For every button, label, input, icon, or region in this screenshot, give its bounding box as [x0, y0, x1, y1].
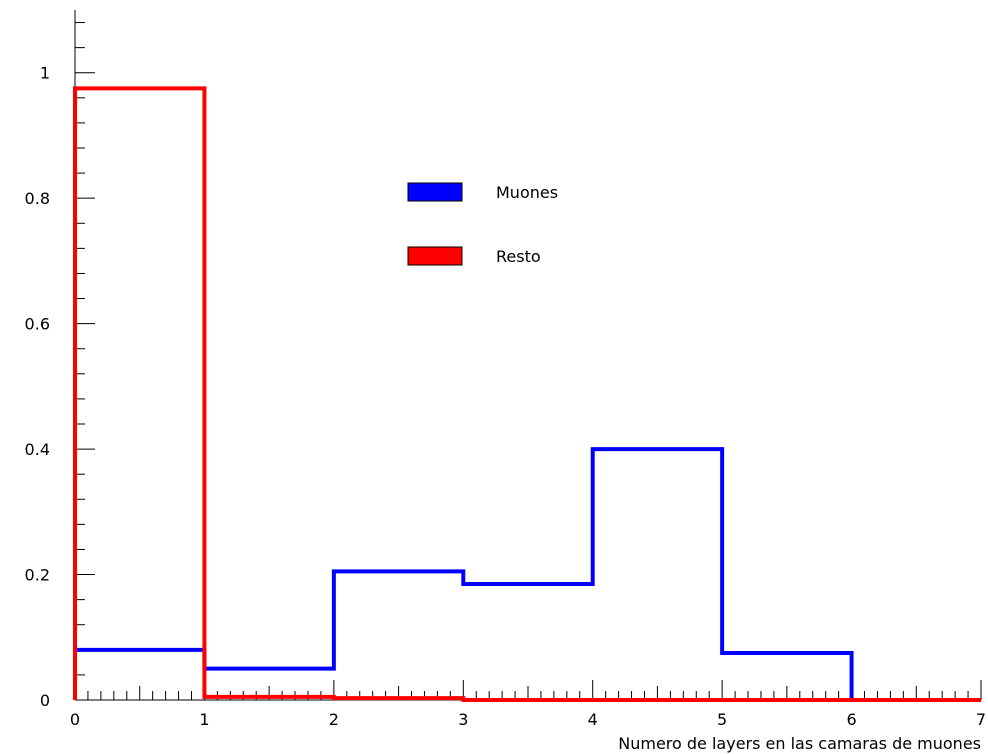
y-tick-label: 0.2 — [25, 566, 50, 585]
x-tick-label: 0 — [70, 710, 80, 729]
x-tick-label: 5 — [717, 710, 727, 729]
y-tick-label: 0.4 — [25, 440, 50, 459]
legend-swatch-resto — [407, 246, 463, 266]
x-tick-label: 7 — [976, 710, 986, 729]
legend-swatch-muones — [407, 182, 463, 202]
y-tick-label: 0.8 — [25, 189, 50, 208]
series-lines — [73, 86, 981, 702]
x-tick-label: 6 — [846, 710, 856, 729]
y-tick-label: 1 — [40, 64, 50, 83]
legend: Muones Resto — [407, 182, 558, 266]
legend-label-muones: Muones — [496, 183, 558, 202]
x-axis-label: Numero de layers en las camaras de muone… — [618, 734, 981, 753]
labels: 0 1 2 3 4 5 6 7 0 0.2 0.4 0.6 0.8 1 Numero de layers e… — [25, 64, 987, 753]
y-tick-label: 0.6 — [25, 315, 50, 334]
x-tick-label: 2 — [329, 710, 339, 729]
legend-label-resto: Resto — [496, 247, 541, 266]
x-tick-label: 3 — [458, 710, 468, 729]
axes — [74, 10, 982, 701]
y-tick-label: 0 — [40, 691, 50, 710]
x-tick-label: 1 — [199, 710, 209, 729]
series-muones-line — [73, 447, 981, 702]
x-tick-label: 4 — [588, 710, 598, 729]
series-resto-line — [73, 86, 981, 702]
